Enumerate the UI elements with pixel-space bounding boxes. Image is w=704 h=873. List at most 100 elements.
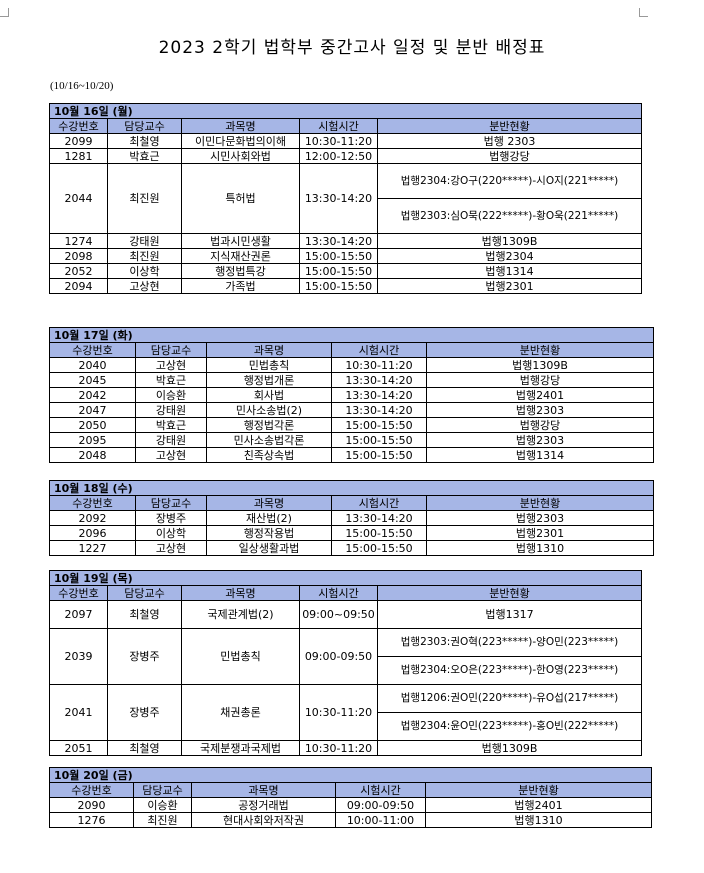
page-corner-mark: [639, 8, 648, 17]
table-row: 2090 이승환 공정거래법 09:00-09:50 법행2401: [49, 797, 653, 813]
schedule-table-day-1: 10월 16일 (월) 수강번호 담당교수 과목명 시험시간 분반현황 2099 최철영 이민다…: [48, 103, 643, 294]
column-header-row: 수강번호 담당교수 과목명 시험시간 분반현황: [49, 495, 655, 511]
table-row: 1227 고상현 일상생활과법 15:00-15:50 법행1310: [49, 540, 655, 556]
column-header-course-number: 수강번호: [49, 782, 134, 798]
room-cell: 법행2301: [425, 525, 655, 541]
course-name-cell: 행정법개론: [206, 372, 332, 388]
table-row: 2050 박효근 행정법각론 15:00-15:50 법행강당: [49, 417, 655, 433]
day-label: 10월 16일 (월): [48, 103, 643, 119]
course-name-cell: 국제관계법(2): [181, 600, 300, 629]
course-name-cell: 회사법: [206, 387, 332, 403]
course-number-cell: 2094: [49, 278, 108, 294]
room-cell: 법행2303: [425, 432, 655, 448]
course-name-cell: 가족법: [181, 278, 300, 294]
day-header-row: 10월 20일 (금): [48, 767, 653, 783]
room-cell: 법행2304:강O구(220*****)-시O지(221*****): [376, 163, 643, 199]
column-header-row: 수강번호 담당교수 과목명 시험시간 분반현황: [49, 342, 655, 358]
room-cell: 법행1314: [376, 263, 643, 279]
column-header-course-number: 수강번호: [49, 585, 108, 601]
column-header-row: 수강번호 담당교수 과목명 시험시간 분반현황: [49, 118, 643, 134]
professor-cell: 최진원: [107, 248, 182, 264]
exam-time-cell: 13:30-14:20: [331, 402, 427, 418]
professor-cell: 고상현: [135, 357, 207, 373]
exam-time-cell: 09:00~09:50: [299, 600, 378, 629]
exam-time-cell: 15:00-15:50: [331, 447, 427, 463]
course-name-cell: 행정작용법: [206, 525, 332, 541]
professor-cell: 박효근: [135, 372, 207, 388]
table-row: 2099 최철영 이민다문화법의이해 10:30-11:20 법행 2303: [49, 133, 643, 149]
room-cell: 법행2301: [376, 278, 643, 294]
room-cell: 법행1309B: [376, 740, 643, 756]
table-row: 2048 고상현 친족상속법 15:00-15:50 법행1314: [49, 447, 655, 463]
professor-cell: 이상학: [107, 263, 182, 279]
column-header-course-number: 수강번호: [49, 342, 136, 358]
room-cell: 법행1314: [425, 447, 655, 463]
column-header-professor: 담당교수: [135, 495, 207, 511]
professor-cell: 강태원: [135, 402, 207, 418]
course-number-cell: 1281: [49, 148, 108, 164]
exam-time-cell: 13:30-14:20: [299, 233, 378, 249]
exam-time-cell: 15:00-15:50: [331, 525, 427, 541]
room-cell: 법행2401: [424, 797, 653, 813]
table-row: 2097 최철영 국제관계법(2) 09:00~09:50 법행1317: [49, 600, 643, 629]
course-number-cell: 1274: [49, 233, 108, 249]
column-header-exam-time: 시험시간: [331, 495, 427, 511]
room-cell: 법행2304:윤O민(223*****)-홍O빈(222*****): [376, 712, 643, 741]
professor-cell: 장병주: [107, 684, 182, 741]
course-number-cell: 1227: [49, 540, 136, 556]
exam-time-cell: 13:30-14:20: [331, 387, 427, 403]
exam-time-cell: 13:30-14:20: [331, 372, 427, 388]
room-cell: 법행2401: [425, 387, 655, 403]
column-header-room-assignment: 분반현황: [425, 342, 655, 358]
page-title: 2023 2학기 법학부 중간고사 일정 및 분반 배정표: [158, 38, 546, 58]
column-header-course-name: 과목명: [181, 585, 300, 601]
exam-time-cell: 10:30-11:20: [331, 357, 427, 373]
exam-time-cell: 13:30-14:20: [331, 510, 427, 526]
course-number-cell: 2096: [49, 525, 136, 541]
course-name-cell: 현대사회와저작권: [191, 812, 336, 828]
room-cell: 법행2304:오O은(223*****)-한O영(223*****): [376, 656, 643, 685]
schedule-table-day-3: 10월 18일 (수) 수강번호 담당교수 과목명 시험시간 분반현황 2092 장병주 재산법…: [48, 480, 655, 556]
course-name-cell: 행정법각론: [206, 417, 332, 433]
course-name-cell: 공정거래법: [191, 797, 336, 813]
room-cell: 법행1309B: [425, 357, 655, 373]
exam-time-cell: 15:00-15:50: [331, 540, 427, 556]
professor-cell: 최철영: [107, 740, 182, 756]
column-header-row: 수강번호 담당교수 과목명 시험시간 분반현황: [49, 782, 653, 798]
column-header-room-assignment: 분반현황: [376, 118, 643, 134]
exam-time-cell: 15:00-15:50: [331, 417, 427, 433]
room-cell: 법행1206:권O민(220*****)-유O섭(217*****): [376, 684, 643, 713]
professor-cell: 고상현: [135, 447, 207, 463]
column-header-exam-time: 시험시간: [335, 782, 426, 798]
date-range: (10/16~10/20): [50, 80, 114, 92]
column-header-room-assignment: 분반현황: [376, 585, 643, 601]
professor-cell: 최철영: [107, 133, 182, 149]
course-name-cell: 채권총론: [181, 684, 300, 741]
professor-cell: 이승환: [133, 797, 192, 813]
professor-cell: 최철영: [107, 600, 182, 629]
column-header-course-number: 수강번호: [49, 118, 108, 134]
exam-time-cell: 13:30-14:20: [299, 163, 378, 234]
course-number-cell: 2045: [49, 372, 136, 388]
column-header-room-assignment: 분반현황: [424, 782, 653, 798]
exam-time-cell: 15:00-15:50: [299, 263, 378, 279]
table-row: 2040 고상현 민법총칙 10:30-11:20 법행1309B: [49, 357, 655, 373]
table-row: 2044 최진원 특허법 13:30-14:20 법행2304:강O구(220*****…: [49, 163, 643, 234]
course-number-cell: 2040: [49, 357, 136, 373]
table-row: 2045 박효근 행정법개론 13:30-14:20 법행강당: [49, 372, 655, 388]
room-cell: 법행2303: [425, 510, 655, 526]
room-cell: 법행강당: [425, 372, 655, 388]
course-name-cell: 이민다문화법의이해: [181, 133, 300, 149]
day-label: 10월 20일 (금): [48, 767, 653, 783]
room-cell: 법행2304: [376, 248, 643, 264]
course-number-cell: 2097: [49, 600, 108, 629]
page-corner-mark: [0, 8, 9, 17]
day-header-row: 10월 16일 (월): [48, 103, 643, 119]
exam-time-cell: 15:00-15:50: [299, 248, 378, 264]
column-header-professor: 담당교수: [135, 342, 207, 358]
professor-cell: 강태원: [135, 432, 207, 448]
professor-cell: 장병주: [135, 510, 207, 526]
room-cell: 법행1310: [425, 540, 655, 556]
day-header-row: 10월 18일 (수): [48, 480, 655, 496]
course-name-cell: 재산법(2): [206, 510, 332, 526]
